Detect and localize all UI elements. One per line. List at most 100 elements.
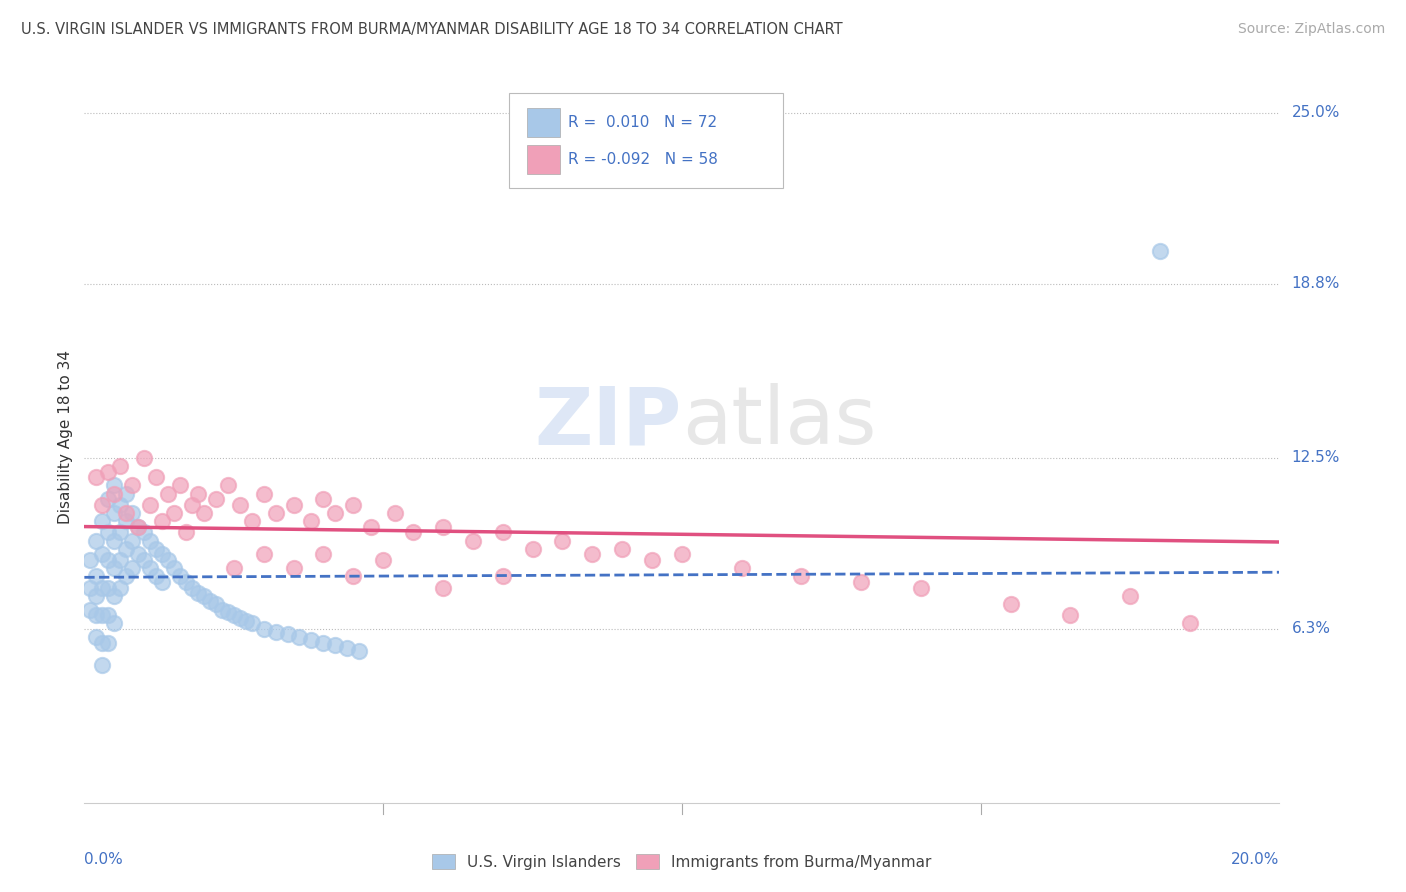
Point: [336, 641, 359, 656]
Point: [1119, 589, 1142, 603]
Point: [360, 520, 382, 534]
Point: [790, 569, 813, 583]
Point: [432, 520, 454, 534]
Text: 20.0%: 20.0%: [1232, 853, 1279, 868]
Text: 25.0%: 25.0%: [1292, 105, 1340, 120]
Point: [228, 611, 252, 625]
Point: [132, 450, 156, 465]
Point: [150, 574, 173, 589]
Point: [110, 458, 132, 473]
Point: [211, 602, 233, 616]
Point: [86, 533, 108, 548]
Point: [97, 608, 120, 623]
Point: [97, 636, 120, 650]
Point: [97, 553, 120, 567]
Point: [187, 486, 209, 500]
Point: [228, 498, 252, 512]
Point: [384, 506, 406, 520]
Point: [198, 594, 221, 608]
Point: [301, 514, 323, 528]
Point: [1149, 244, 1171, 258]
Point: [127, 520, 149, 534]
Point: [86, 608, 108, 623]
Text: Source: ZipAtlas.com: Source: ZipAtlas.com: [1237, 22, 1385, 37]
Point: [910, 581, 932, 595]
Text: 6.3%: 6.3%: [1292, 622, 1330, 636]
Point: [103, 478, 125, 492]
Point: [325, 639, 347, 653]
Point: [373, 553, 395, 567]
Point: [97, 492, 120, 507]
Point: [103, 533, 125, 548]
Point: [97, 525, 120, 540]
Point: [205, 597, 228, 611]
Point: [253, 548, 276, 562]
FancyBboxPatch shape: [527, 145, 560, 174]
Point: [181, 498, 204, 512]
Point: [97, 465, 120, 479]
Point: [145, 569, 167, 583]
Point: [103, 616, 125, 631]
Point: [264, 624, 287, 639]
Point: [103, 561, 125, 575]
Text: 0.0%: 0.0%: [84, 853, 124, 868]
Point: [222, 561, 245, 575]
Point: [205, 492, 228, 507]
Point: [163, 506, 186, 520]
Point: [492, 569, 515, 583]
Point: [110, 581, 132, 595]
Text: ZIP: ZIP: [534, 384, 682, 461]
Point: [157, 553, 180, 567]
Point: [612, 541, 634, 556]
Point: [127, 520, 149, 534]
Point: [169, 569, 191, 583]
Point: [217, 478, 239, 492]
Text: R =  0.010   N = 72: R = 0.010 N = 72: [568, 115, 717, 130]
Point: [121, 533, 143, 548]
Point: [121, 561, 143, 575]
Point: [150, 514, 173, 528]
Point: [235, 614, 257, 628]
Point: [342, 569, 364, 583]
Point: [312, 548, 335, 562]
Point: [91, 514, 114, 528]
Point: [240, 616, 263, 631]
Point: [174, 525, 197, 540]
Text: U.S. VIRGIN ISLANDER VS IMMIGRANTS FROM BURMA/MYANMAR DISABILITY AGE 18 TO 34 CO: U.S. VIRGIN ISLANDER VS IMMIGRANTS FROM …: [21, 22, 842, 37]
Point: [79, 553, 101, 567]
Point: [253, 622, 276, 636]
Point: [103, 589, 125, 603]
Point: [91, 548, 114, 562]
Point: [139, 533, 162, 548]
Point: [86, 470, 108, 484]
Point: [193, 506, 215, 520]
Point: [86, 569, 108, 583]
Point: [461, 533, 484, 548]
Point: [79, 581, 101, 595]
Point: [132, 553, 156, 567]
Point: [132, 525, 156, 540]
Point: [91, 657, 114, 672]
Point: [121, 478, 143, 492]
Point: [110, 553, 132, 567]
Point: [121, 506, 143, 520]
Point: [193, 589, 215, 603]
Point: [641, 553, 664, 567]
Point: [492, 525, 515, 540]
Text: 18.8%: 18.8%: [1292, 277, 1340, 292]
Y-axis label: Disability Age 18 to 34: Disability Age 18 to 34: [58, 350, 73, 524]
Text: atlas: atlas: [682, 384, 876, 461]
FancyBboxPatch shape: [527, 108, 560, 137]
Point: [264, 506, 287, 520]
Text: 12.5%: 12.5%: [1292, 450, 1340, 466]
Point: [115, 569, 138, 583]
Point: [522, 541, 544, 556]
Point: [169, 478, 191, 492]
Point: [432, 581, 454, 595]
Point: [1000, 597, 1022, 611]
Point: [115, 486, 138, 500]
Point: [110, 525, 132, 540]
Point: [1178, 616, 1201, 631]
Point: [103, 486, 125, 500]
Point: [402, 525, 425, 540]
